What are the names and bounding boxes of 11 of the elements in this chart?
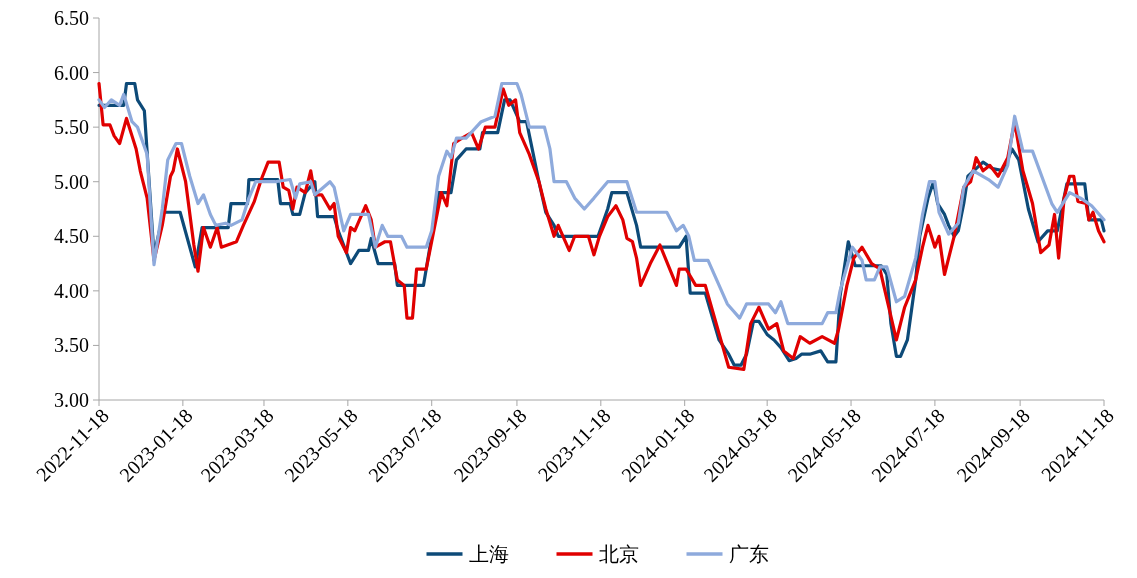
- legend-label: 广东: [728, 543, 769, 565]
- y-tick-label: 4.50: [54, 225, 89, 248]
- legend-label: 上海: [468, 543, 509, 565]
- y-tick-label: 6.00: [54, 61, 89, 84]
- y-tick-label: 5.00: [54, 170, 89, 193]
- y-tick-label: 5.50: [54, 116, 89, 139]
- legend-label: 北京: [598, 543, 639, 565]
- y-tick-label: 3.00: [54, 389, 89, 411]
- y-tick-label: 6.50: [54, 7, 89, 29]
- y-tick-label: 4.00: [54, 279, 89, 302]
- y-tick-label: 3.50: [54, 334, 89, 357]
